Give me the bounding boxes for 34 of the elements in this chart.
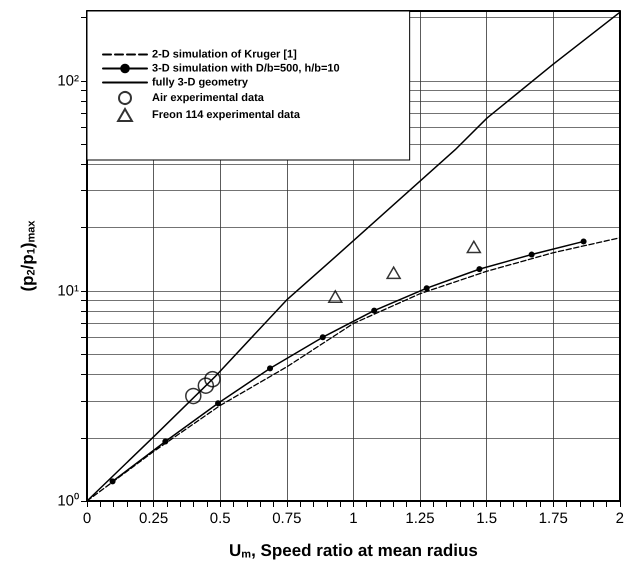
point	[198, 377, 214, 394]
x-tick-label: 0.75	[272, 510, 302, 527]
point	[466, 240, 482, 254]
point	[162, 438, 168, 444]
y-axis-title: (p2/p1)max	[18, 220, 38, 292]
y-tick-label: 10¹	[57, 282, 79, 300]
x-tick-label: 1.75	[538, 510, 568, 527]
legend-label: 2-D simulation of Kruger [1]	[152, 48, 298, 60]
point	[215, 400, 222, 406]
point	[386, 266, 401, 280]
x-tick-label: 0.25	[139, 510, 168, 527]
y-tick-label: 10⁰	[57, 492, 79, 510]
legend-label: fully 3-D geometry	[152, 76, 249, 88]
x-tick-label: 2	[616, 510, 624, 527]
legend-label: 3-D simulation with D/b=500, h/b=10	[152, 62, 340, 74]
x-tick-label: 1.25	[405, 510, 435, 527]
point	[371, 308, 378, 314]
x-tick-label: 0.5	[210, 510, 231, 527]
point	[185, 388, 202, 404]
point	[204, 370, 221, 388]
point	[528, 252, 535, 258]
x-tick-label: 1.5	[476, 510, 498, 527]
point	[328, 290, 343, 303]
point	[320, 334, 326, 340]
x-tick-label: 1	[349, 510, 358, 527]
legend-label: Freon 114 experimental data	[152, 109, 301, 121]
point	[580, 238, 587, 244]
y-tick-label: 10²	[57, 72, 79, 90]
legend-label: Air experimental data	[152, 92, 265, 104]
point	[267, 365, 274, 372]
point	[110, 478, 116, 484]
x-tick-label: 0	[82, 510, 92, 527]
point	[476, 266, 482, 272]
point	[424, 285, 430, 292]
